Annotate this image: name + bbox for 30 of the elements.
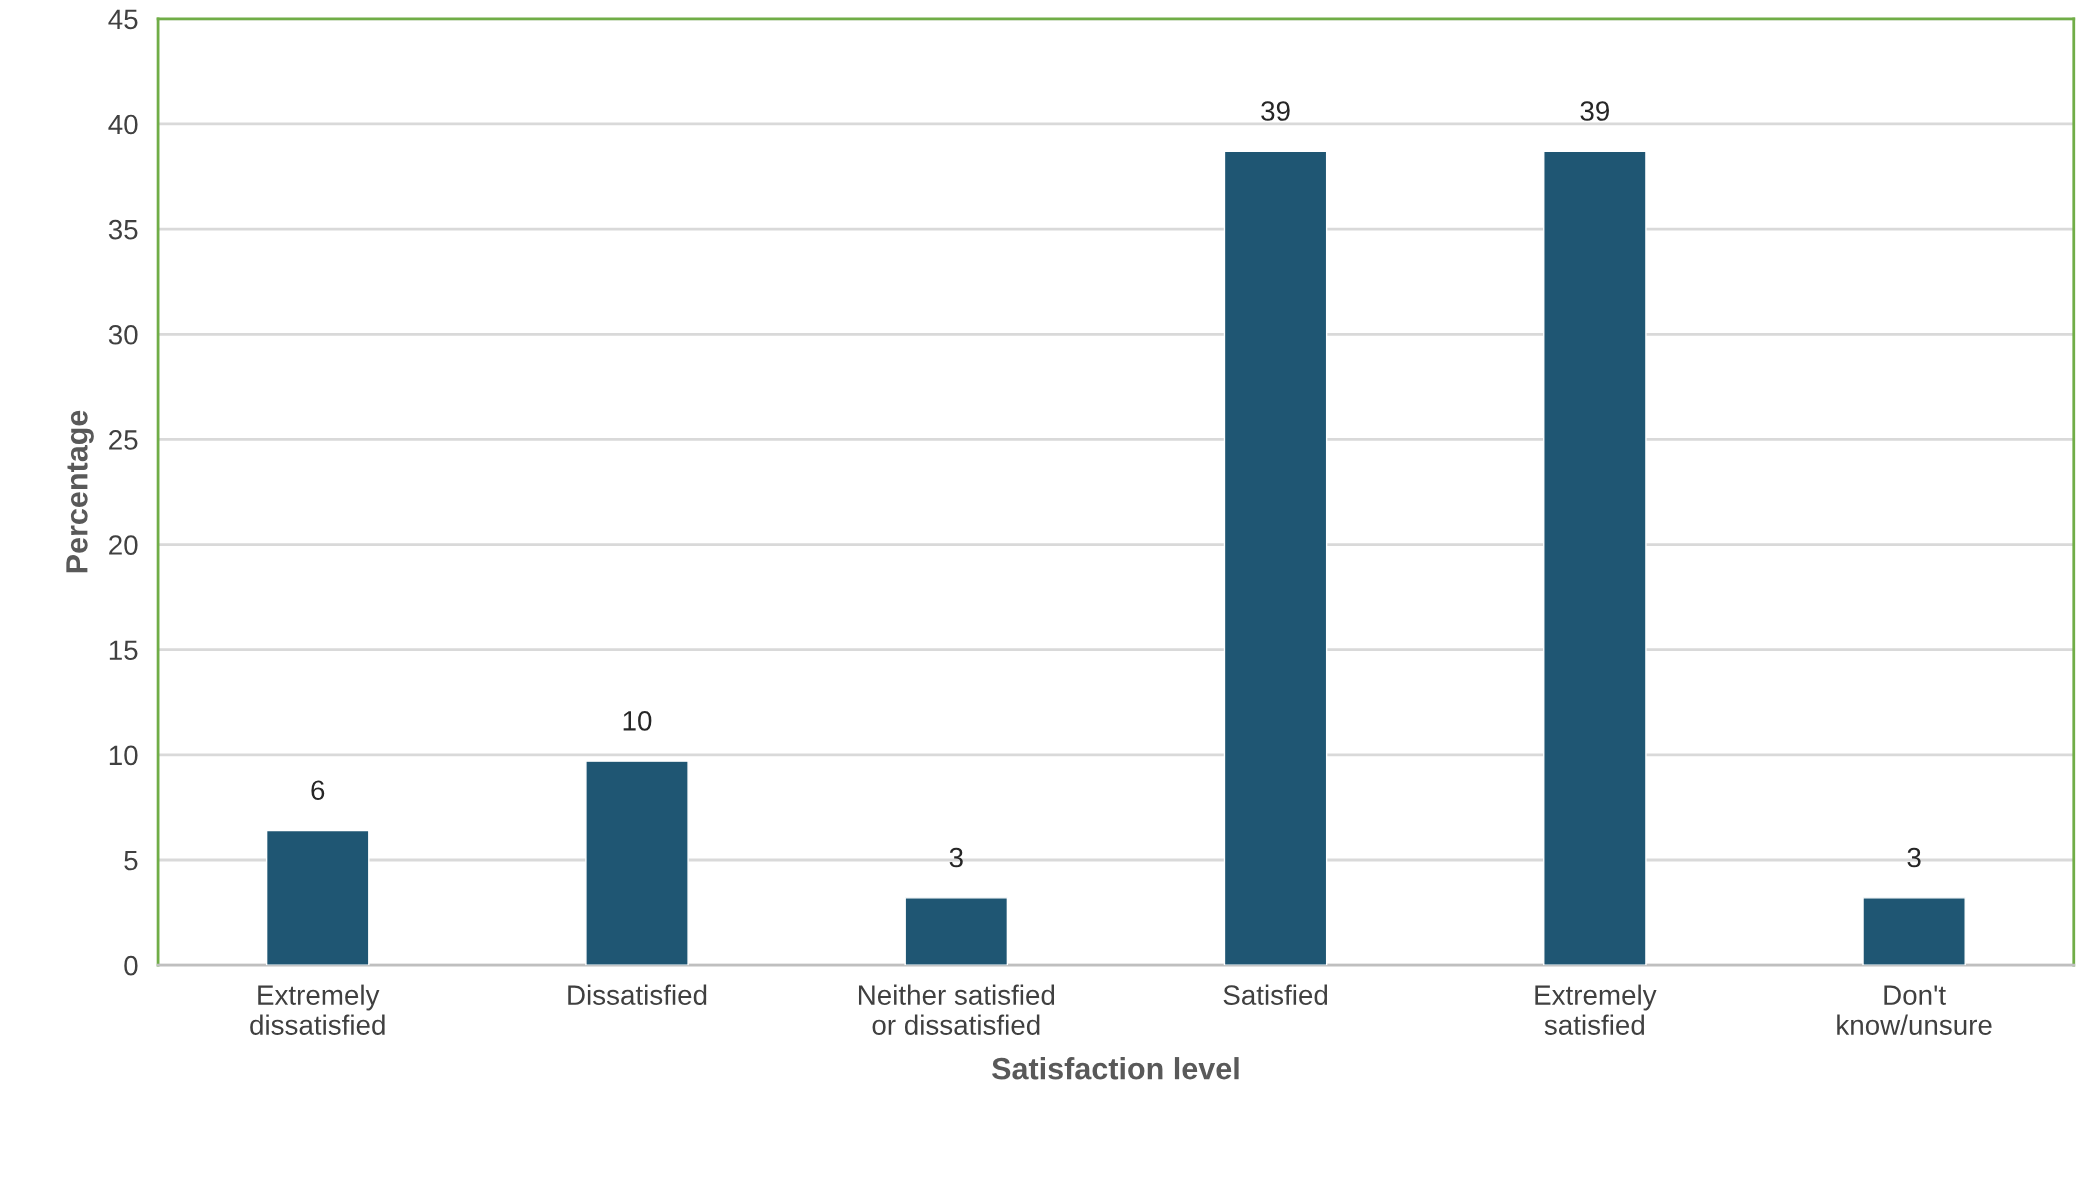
x-tick-label: Dissatisfied [568,984,707,1005]
x-tick-label: Neither satisfied or dissatisfied [858,984,1055,1035]
y-tick-label: 5 [124,850,138,871]
x-tick-label: Don't know/unsure [1837,985,1992,1035]
x-tick-label: Extremely dissatisfied [250,984,385,1035]
bar [1543,150,1647,966]
y-tick-label: 20 [109,535,138,555]
data-label: 3 [949,847,963,868]
y-tick-label: 30 [108,324,138,345]
data-label: 10 [623,711,652,731]
bar [585,760,689,966]
data-label: 3 [1907,847,1921,868]
x-axis-title: Satisfaction level [991,1057,1239,1080]
bar [1862,897,1966,966]
bar [904,897,1009,966]
data-label: 6 [311,780,325,801]
data-label: 39 [1261,101,1290,121]
x-tick-label: Extremely satisfied [1535,984,1657,1035]
x-tick-label: Satisfied [1223,984,1328,1005]
y-tick-label: 45 [108,9,138,30]
data-label: 39 [1580,101,1609,121]
y-tick-label: 35 [108,219,138,240]
y-tick-label: 0 [124,955,138,976]
y-tick-label: 40 [108,114,138,135]
y-tick-label: 25 [109,430,138,450]
y-tick-label: 15 [109,640,138,661]
y-axis-title: Percentage [66,410,94,573]
bar [1223,150,1328,966]
bar [265,829,370,966]
y-tick-label: 10 [109,745,138,766]
